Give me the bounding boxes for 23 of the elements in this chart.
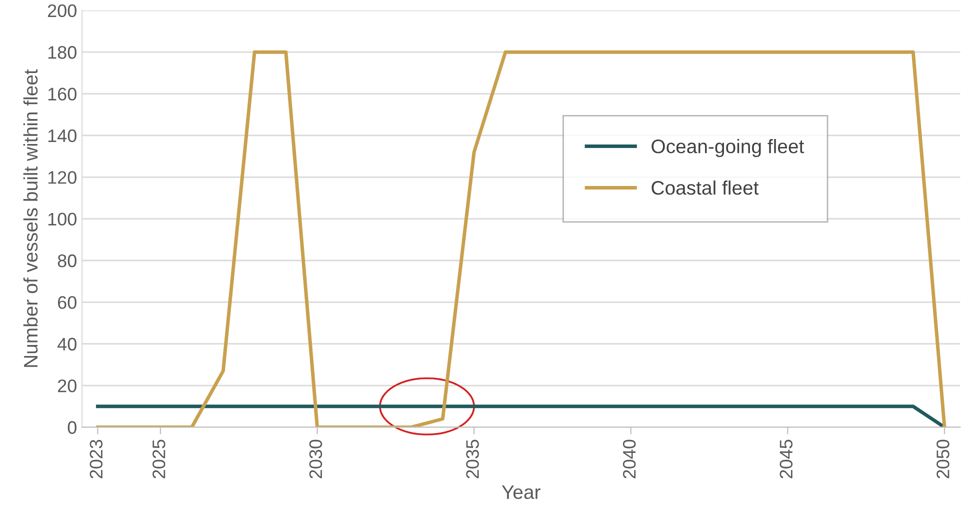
legend-label: Coastal fleet	[652, 180, 759, 195]
y-tick-label: 180	[48, 46, 76, 59]
x-tick-label: 2023	[90, 440, 103, 478]
x-tick-label: 2040	[622, 440, 636, 478]
x-tick-label: 2030	[309, 440, 322, 478]
y-axis-title: Number of vessels built within fleet	[23, 69, 38, 367]
x-tick-label: 2045	[780, 440, 793, 478]
legend-label: Ocean-going fleet	[652, 139, 804, 158]
x-tick-label: 2035	[466, 440, 479, 478]
x-tick-label: 2050	[936, 440, 950, 478]
y-tick-label: 20	[58, 379, 76, 392]
y-tick-label: 0	[68, 421, 76, 434]
x-axis-title: Year	[502, 485, 540, 500]
y-tick-label: 160	[48, 88, 76, 100]
y-tick-label: 120	[48, 171, 76, 184]
y-tick-label: 140	[48, 129, 76, 142]
y-tick-label: 60	[58, 296, 76, 309]
y-tick-label: 200	[48, 4, 76, 18]
y-tick-label: 40	[57, 338, 76, 351]
line-series	[96, 50, 946, 428]
x-tick-label: 2025	[152, 440, 166, 478]
y-tick-label: 80	[58, 254, 76, 268]
y-tick-label: 100	[48, 212, 76, 226]
